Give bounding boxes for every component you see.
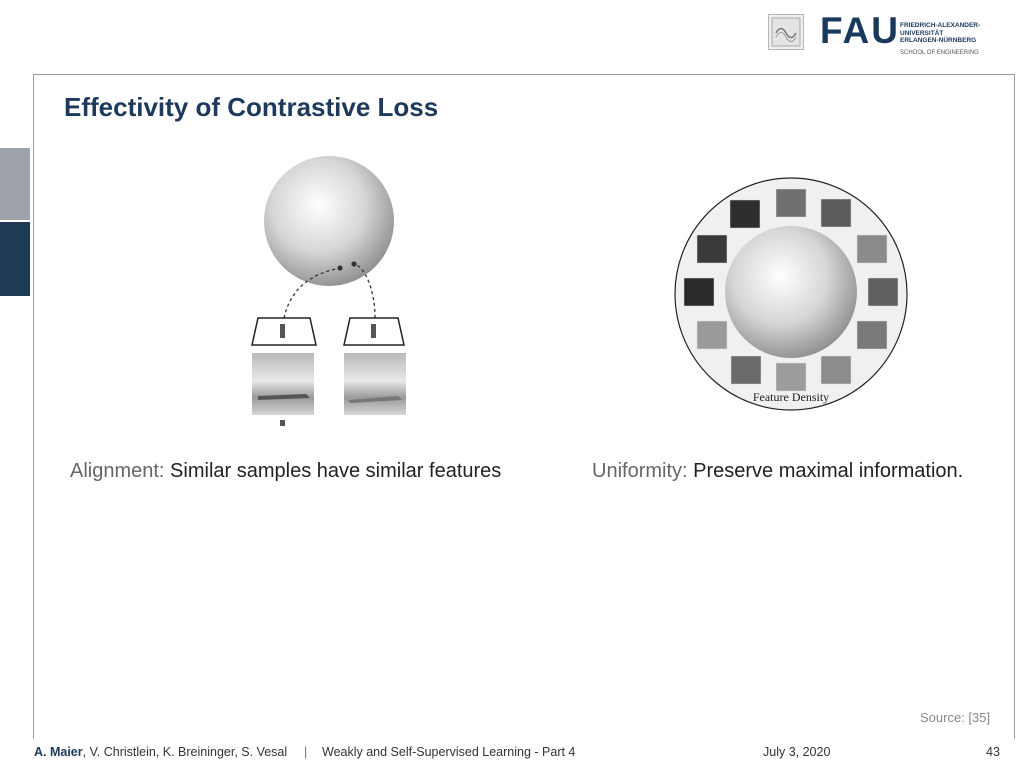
university-seal-icon: [768, 14, 804, 50]
slide-title: Effectivity of Contrastive Loss: [64, 92, 439, 122]
slide-footer: A. Maier, V. Christlein, K. Breininger, …: [0, 738, 1024, 768]
slide-frame: [33, 74, 1015, 739]
airplane-image-right: [344, 353, 406, 415]
footer-separator: |: [304, 745, 308, 759]
footer-date: July 3, 2020: [763, 745, 831, 759]
section-marker-active: [0, 222, 30, 296]
alignment-text: Similar samples have similar features: [164, 460, 502, 482]
source-citation: Source: [35]: [920, 710, 991, 725]
alignment-caption: Alignment: Similar samples have similar …: [70, 460, 501, 483]
university-name: FRIEDRICH-ALEXANDER- UNIVERSITÄT ERLANGE…: [900, 22, 981, 44]
footer-authors: A. Maier, V. Christlein, K. Breininger, …: [34, 745, 288, 759]
feature-hypersphere: [725, 226, 857, 358]
fau-logo: FAU FRIEDRICH-ALEXANDER- UNIVERSITÄT ERL…: [768, 12, 988, 62]
section-marker-inactive: [0, 148, 30, 220]
fau-wordmark: FAU: [820, 10, 900, 51]
uniformity-text: Preserve maximal information.: [687, 460, 964, 482]
school-name: SCHOOL OF ENGINEERING: [900, 50, 979, 56]
footer-course: Weakly and Self-Supervised Learning - Pa…: [322, 745, 576, 759]
uniformity-term: Uniformity:: [592, 460, 688, 482]
alignment-diagram: [240, 150, 420, 435]
airplane-image-left: [252, 353, 314, 415]
alignment-term: Alignment:: [70, 460, 165, 482]
feature-density-label: Feature Density: [753, 390, 829, 404]
sample-image-thumbnails: [683, 188, 899, 392]
uniformity-diagram: Feature Density: [672, 175, 910, 413]
page-number: 43: [986, 745, 1000, 759]
uniformity-caption: Uniformity: Preserve maximal information…: [592, 460, 963, 483]
feature-hypersphere: [264, 156, 394, 286]
